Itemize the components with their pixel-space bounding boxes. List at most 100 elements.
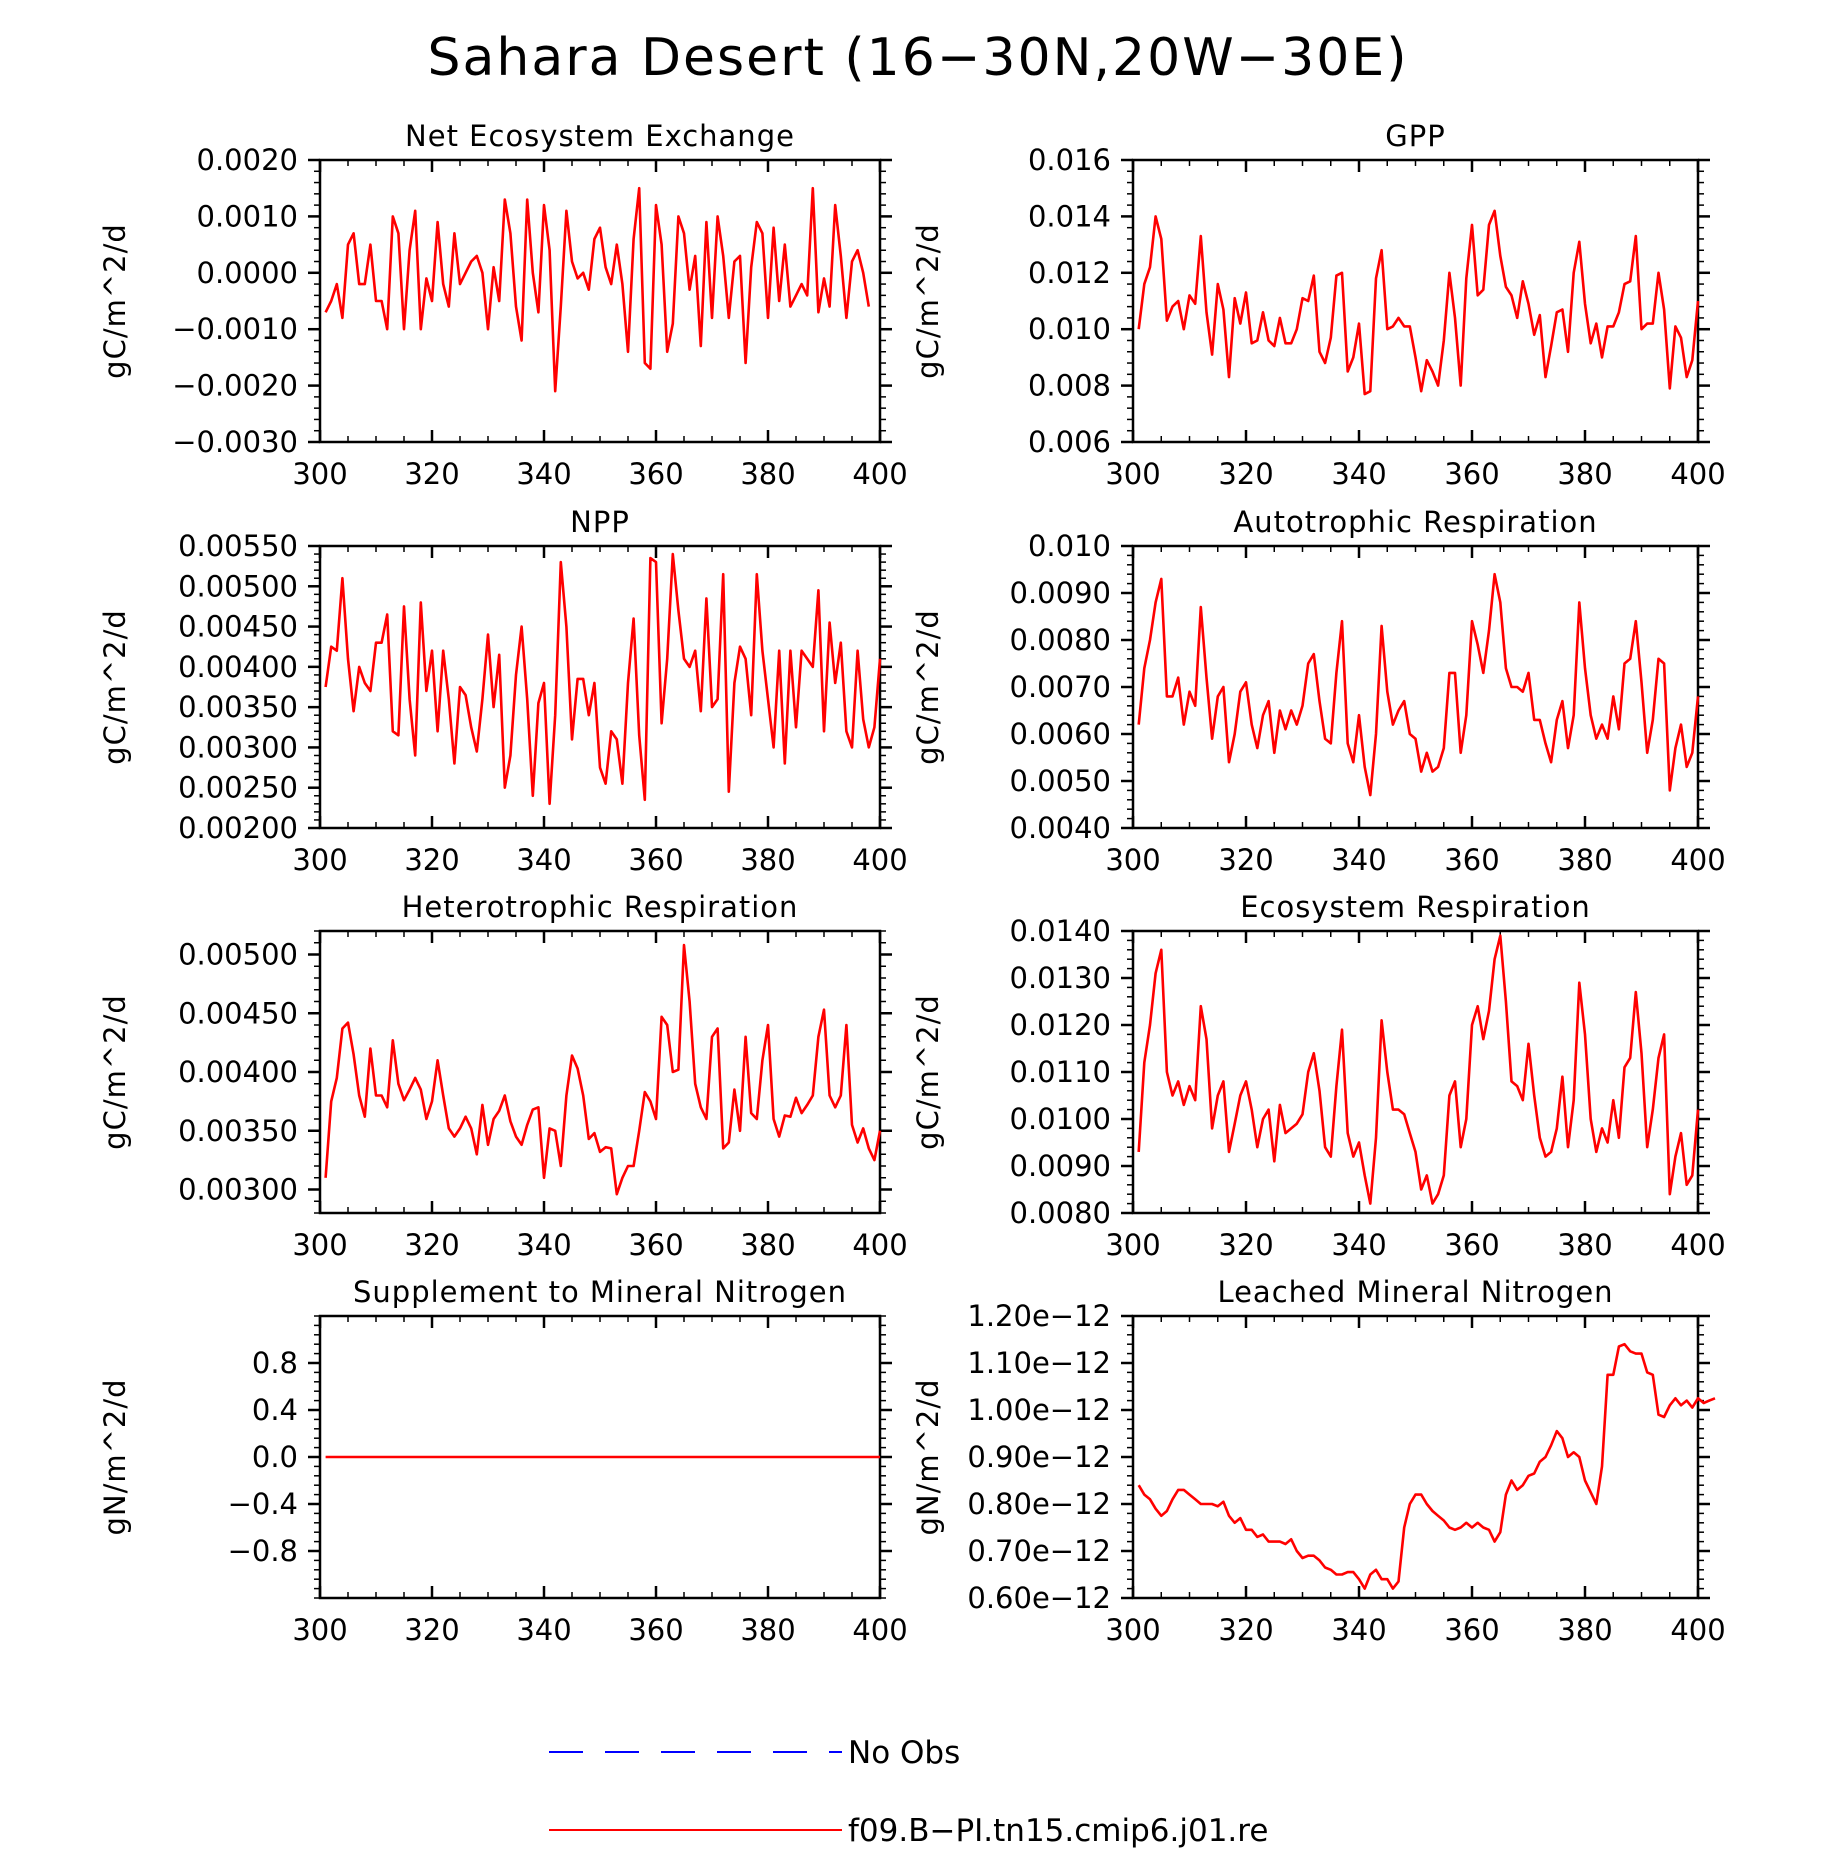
y-tick-label: 0.0000 (197, 256, 298, 290)
series-line-model (324, 186, 871, 393)
x-tick-label: 360 (1444, 1613, 1499, 1647)
x-tick-label: 380 (1557, 843, 1612, 877)
panel-8: Leached Mineral Nitrogen gN/m^2/d 300 320 34… (911, 1275, 1726, 1647)
y-tick-label: 0.8 (252, 1346, 298, 1380)
y-tick-label: 0.0130 (1010, 961, 1111, 995)
x-tick-label: 400 (1670, 457, 1725, 491)
x-tick-label: 320 (404, 457, 459, 491)
panel-title: Leached Mineral Nitrogen (1217, 1275, 1613, 1309)
y-tick-label: 0.00400 (178, 650, 298, 684)
series-line-model (1137, 1342, 1716, 1590)
x-tick-label: 300 (1105, 843, 1160, 877)
plot-frame (318, 929, 882, 1215)
x-tick-label: 360 (628, 1228, 683, 1262)
y-tick-label: 0.010 (1028, 529, 1111, 563)
y-axis-label: gC/m^2/d (911, 994, 945, 1150)
y-axis-label: gC/m^2/d (98, 223, 132, 379)
y-tick-label: 0.00300 (178, 1173, 298, 1207)
x-tick-label: 380 (1557, 1228, 1612, 1262)
y-tick-label: 0.60e−12 (967, 1581, 1111, 1615)
x-tick-label: 320 (1218, 843, 1273, 877)
series-line-model (1137, 572, 1700, 797)
y-tick-label: 0.0100 (1010, 1102, 1111, 1136)
y-tick-label: 0.0090 (1010, 1149, 1111, 1183)
plot-frame (1131, 929, 1700, 1215)
panel-7: Supplement to Mineral Nitrogen gN/m^2/d 30… (98, 1275, 908, 1647)
x-tick-label: 340 (516, 1228, 571, 1262)
panel-5: Heterotrophic Respiration gC/m^2/d 300 320 3… (98, 890, 908, 1262)
y-tick-label: 0.010 (1028, 312, 1111, 346)
x-tick-label: 360 (628, 1613, 683, 1647)
y-tick-label: −0.0030 (172, 425, 298, 459)
x-tick-label: 320 (1218, 1228, 1273, 1262)
legend: No Obs f09.B−PI.tn15.cmip6.j01.re (549, 1735, 1268, 1849)
x-tick-label: 340 (516, 843, 571, 877)
y-tick-label: 0.00450 (178, 996, 298, 1030)
x-tick-label: 380 (1557, 1613, 1612, 1647)
y-tick-label: 0.014 (1028, 199, 1111, 233)
x-tick-label: 300 (292, 843, 347, 877)
x-tick-label: 320 (1218, 1613, 1273, 1647)
x-tick-label: 360 (1444, 843, 1499, 877)
x-tick-label: 360 (628, 457, 683, 491)
y-tick-label: 0.0080 (1010, 1196, 1111, 1230)
panel-2: GPP gC/m^2/d 300 320 340 360 380 400 0.006 0.008 0… (911, 119, 1726, 491)
x-tick-label: 340 (516, 1613, 571, 1647)
y-tick-label: 0.0120 (1010, 1008, 1111, 1042)
x-tick-label: 400 (1670, 1613, 1725, 1647)
x-tick-label: 300 (1105, 1228, 1160, 1262)
y-tick-label: 0.70e−12 (967, 1534, 1111, 1568)
x-tick-label: 400 (852, 1613, 907, 1647)
y-tick-label: 0.0040 (1010, 811, 1111, 845)
panel-title: Autotrophic Respiration (1233, 505, 1597, 539)
plot-frame (318, 158, 882, 444)
y-tick-label: 0.00350 (178, 1114, 298, 1148)
y-axis-label: gC/m^2/d (911, 223, 945, 379)
panel-title: Heterotrophic Respiration (402, 890, 799, 924)
y-tick-label: 0.00500 (178, 938, 298, 972)
y-tick-label: 0.00550 (178, 529, 298, 563)
y-axis-label: gC/m^2/d (98, 994, 132, 1150)
series-line-model (324, 552, 882, 806)
x-tick-label: 380 (740, 843, 795, 877)
x-tick-label: 320 (404, 1228, 459, 1262)
panel-1: Net Ecosystem Exchange gC/m^2/d 300 320 340 3… (98, 119, 908, 491)
y-tick-label: 0.006 (1028, 425, 1111, 459)
y-tick-label: 1.00e−12 (967, 1393, 1111, 1427)
series-line-model (1137, 209, 1700, 396)
y-tick-label: 0.0 (252, 1440, 298, 1474)
x-tick-label: 320 (1218, 457, 1273, 491)
x-tick-label: 380 (740, 1228, 795, 1262)
y-tick-label: 0.00200 (178, 811, 298, 845)
x-tick-label: 400 (852, 843, 907, 877)
y-tick-label: −0.0020 (172, 369, 298, 403)
x-tick-label: 400 (1670, 1228, 1725, 1262)
y-tick-label: 0.0020 (197, 143, 298, 177)
x-tick-label: 300 (1105, 1613, 1160, 1647)
x-tick-label: 400 (1670, 843, 1725, 877)
y-tick-label: 0.90e−12 (967, 1440, 1111, 1474)
y-tick-label: 0.008 (1028, 369, 1111, 403)
x-tick-label: 340 (1331, 1228, 1386, 1262)
x-tick-label: 340 (1331, 1613, 1386, 1647)
plot-frame (1131, 158, 1700, 444)
x-tick-label: 340 (1331, 843, 1386, 877)
series-line-model (324, 943, 882, 1196)
y-tick-label: 0.80e−12 (967, 1487, 1111, 1521)
x-tick-label: 400 (852, 457, 907, 491)
panel-title: GPP (1385, 119, 1445, 153)
y-tick-label: 1.10e−12 (967, 1346, 1111, 1380)
legend-label-model: f09.B−PI.tn15.cmip6.j01.re (848, 1813, 1268, 1849)
panel-title: Ecosystem Respiration (1240, 890, 1591, 924)
plot-frame (1131, 544, 1700, 830)
y-tick-label: 0.0090 (1010, 576, 1111, 610)
x-tick-label: 320 (404, 1613, 459, 1647)
x-tick-label: 360 (1444, 457, 1499, 491)
x-tick-label: 380 (740, 1613, 795, 1647)
y-tick-label: 0.0110 (1010, 1055, 1111, 1089)
plot-frame (1131, 1314, 1700, 1600)
y-tick-label: 0.0010 (197, 199, 298, 233)
x-tick-label: 400 (852, 1228, 907, 1262)
y-tick-label: 0.4 (252, 1393, 298, 1427)
